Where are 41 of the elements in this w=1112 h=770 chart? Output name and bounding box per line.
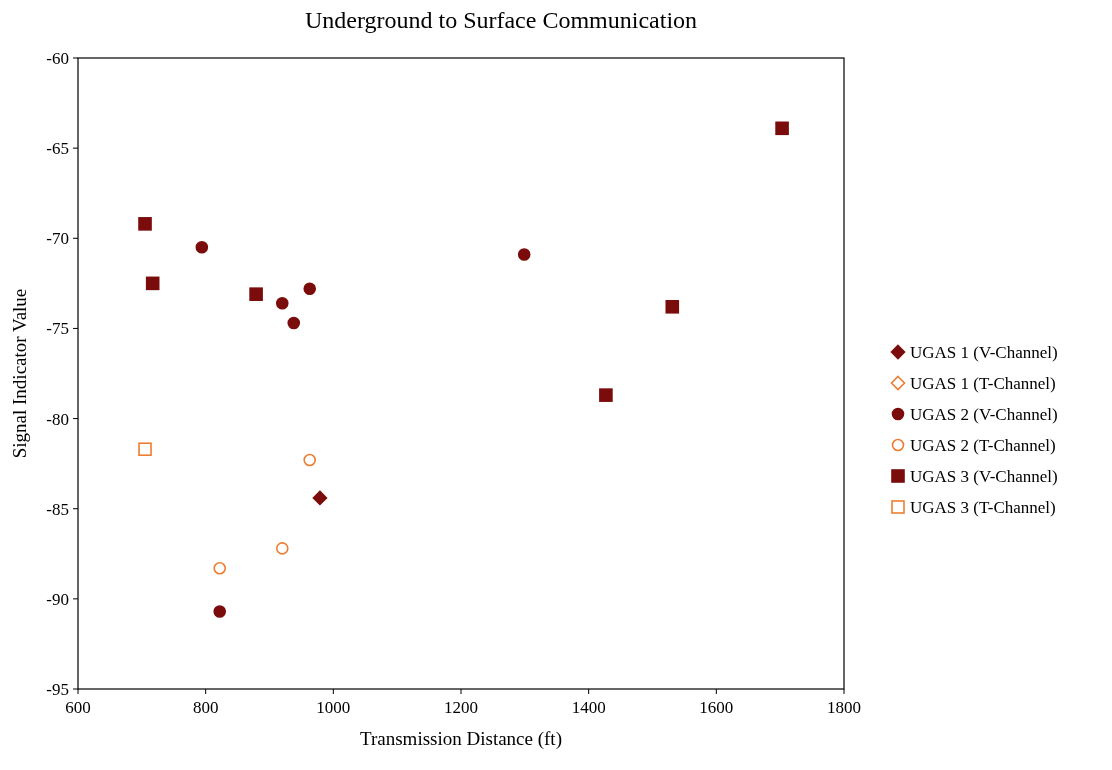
y-tick-label: -60 xyxy=(46,49,69,68)
legend-label: UGAS 3 (T-Channel) xyxy=(910,498,1056,517)
point xyxy=(303,453,317,467)
legend-label: UGAS 1 (T-Channel) xyxy=(910,374,1056,393)
point xyxy=(138,217,152,231)
point xyxy=(312,490,328,506)
point xyxy=(138,442,152,457)
x-tick-label: 1600 xyxy=(699,698,734,717)
x-tick-label: 1400 xyxy=(571,698,606,717)
x-tick-label: 1200 xyxy=(444,698,478,717)
y-tick-label: -85 xyxy=(46,499,69,519)
x-tick-label: 1000 xyxy=(316,698,351,717)
point xyxy=(303,282,317,296)
x-axis-title: Transmission Distance (ft) xyxy=(360,728,562,750)
y-tick-label: -70 xyxy=(46,229,69,249)
point xyxy=(145,276,160,291)
y-tick-label: -80 xyxy=(46,409,69,429)
legend-label: UGAS 2 (V-Channel) xyxy=(910,405,1058,424)
y-tick-label: -90 xyxy=(46,589,69,609)
point xyxy=(287,316,301,330)
y-axis-title: Signal Indicator Value xyxy=(9,288,30,459)
point xyxy=(213,605,227,618)
point xyxy=(275,542,289,555)
x-tick-label: 1800 xyxy=(827,698,861,717)
point xyxy=(249,287,263,301)
point xyxy=(599,388,613,402)
legend-label: UGAS 1 (V-Channel) xyxy=(910,343,1058,362)
y-tick-label: -65 xyxy=(46,139,69,159)
point xyxy=(195,241,209,254)
chart-title: Underground to Surface Communication xyxy=(304,7,698,33)
point xyxy=(665,299,680,314)
x-tick-label: 800 xyxy=(192,698,219,717)
y-tick-label: -95 xyxy=(46,680,69,699)
legend-label: UGAS 2 (T-Channel) xyxy=(910,436,1056,455)
y-tick-label: -75 xyxy=(46,319,69,339)
point xyxy=(275,296,289,310)
point xyxy=(517,248,531,261)
point xyxy=(213,561,227,575)
x-tick-label: 600 xyxy=(65,698,91,717)
legend-label: UGAS 3 (V-Channel) xyxy=(910,467,1058,486)
point xyxy=(775,121,789,136)
